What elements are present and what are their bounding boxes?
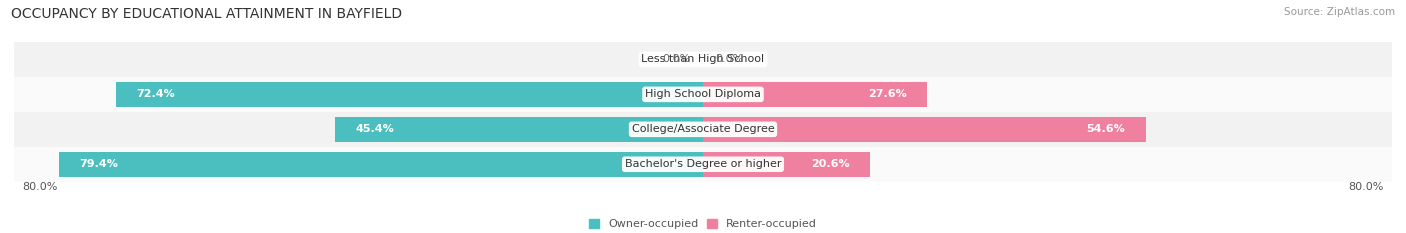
Bar [703, 152, 870, 177]
Bar [117, 82, 703, 107]
Bar [14, 77, 1392, 112]
Bar [14, 147, 1392, 182]
Text: 0.0%: 0.0% [716, 55, 744, 64]
Text: High School Diploma: High School Diploma [645, 89, 761, 99]
Legend: Owner-occupied, Renter-occupied: Owner-occupied, Renter-occupied [589, 219, 817, 229]
Text: OCCUPANCY BY EDUCATIONAL ATTAINMENT IN BAYFIELD: OCCUPANCY BY EDUCATIONAL ATTAINMENT IN B… [11, 7, 402, 21]
Text: 27.6%: 27.6% [868, 89, 907, 99]
Bar [59, 152, 703, 177]
Text: Bachelor's Degree or higher: Bachelor's Degree or higher [624, 159, 782, 169]
Bar [335, 117, 703, 142]
Text: 54.6%: 54.6% [1087, 124, 1125, 134]
Bar [703, 117, 1146, 142]
Text: 79.4%: 79.4% [80, 159, 118, 169]
Text: Source: ZipAtlas.com: Source: ZipAtlas.com [1284, 7, 1395, 17]
Bar [703, 82, 927, 107]
Text: 0.0%: 0.0% [662, 55, 690, 64]
Text: College/Associate Degree: College/Associate Degree [631, 124, 775, 134]
Text: Less than High School: Less than High School [641, 55, 765, 64]
Bar [14, 42, 1392, 77]
Text: 72.4%: 72.4% [136, 89, 176, 99]
Text: 80.0%: 80.0% [22, 182, 58, 192]
Bar [14, 112, 1392, 147]
Text: 80.0%: 80.0% [1348, 182, 1384, 192]
Text: 20.6%: 20.6% [811, 159, 849, 169]
Text: 45.4%: 45.4% [356, 124, 394, 134]
